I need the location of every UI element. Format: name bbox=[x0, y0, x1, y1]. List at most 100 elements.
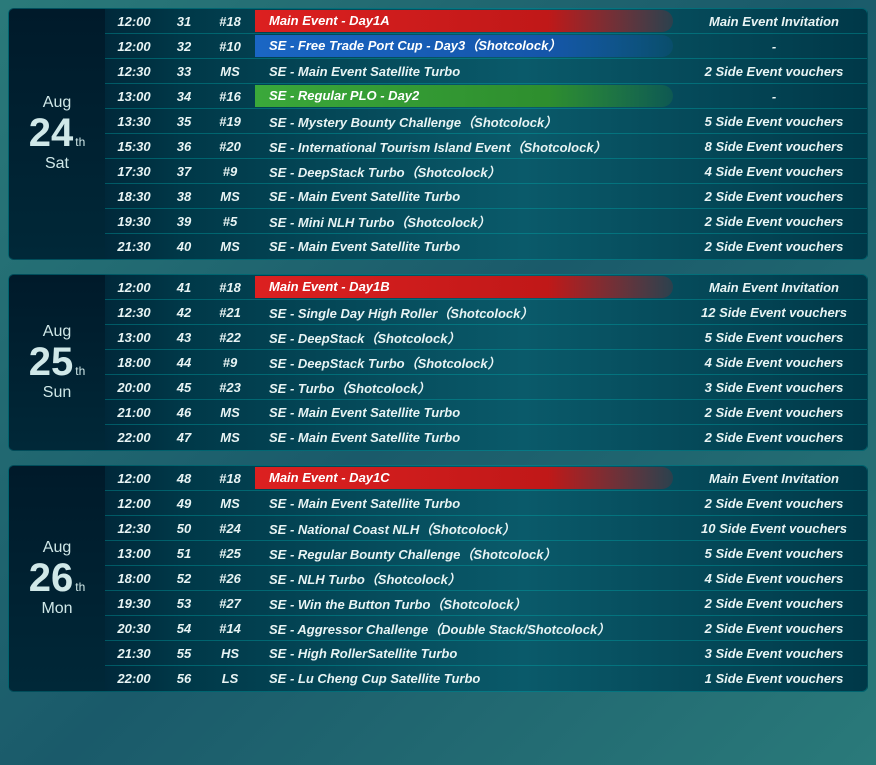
cell-event: SE - Main Event Satellite Turbo bbox=[255, 405, 681, 420]
schedule-row: 22:0047MSSE - Main Event Satellite Turbo… bbox=[105, 425, 867, 450]
cell-voucher: 4 Side Event vouchers bbox=[681, 164, 867, 179]
schedule-row: 12:3050#24SE - National Coast NLH（Shotco… bbox=[105, 516, 867, 541]
date-suffix: th bbox=[75, 581, 85, 593]
cell-seq: 33 bbox=[163, 64, 205, 79]
cell-voucher: 3 Side Event vouchers bbox=[681, 646, 867, 661]
cell-event: SE - Regular Bounty Challenge（Shotcolock… bbox=[255, 544, 681, 563]
cell-time: 12:00 bbox=[105, 496, 163, 511]
cell-time: 12:00 bbox=[105, 14, 163, 29]
date-column: Aug26thMon bbox=[9, 466, 105, 691]
schedule-row: 18:0052#26SE - NLH Turbo（Shotcolock）4 Si… bbox=[105, 566, 867, 591]
cell-seq: 50 bbox=[163, 521, 205, 536]
cell-time: 13:00 bbox=[105, 330, 163, 345]
cell-seq: 47 bbox=[163, 430, 205, 445]
cell-voucher: 2 Side Event vouchers bbox=[681, 214, 867, 229]
cell-time: 12:00 bbox=[105, 471, 163, 486]
schedule-row: 12:0048#18Main Event - Day1CMain Event I… bbox=[105, 466, 867, 491]
date-column: Aug24thSat bbox=[9, 9, 105, 259]
cell-time: 21:30 bbox=[105, 239, 163, 254]
date-suffix: th bbox=[75, 136, 85, 148]
cell-event: SE - Mini NLH Turbo（Shotcolock） bbox=[255, 212, 681, 231]
cell-time: 18:30 bbox=[105, 189, 163, 204]
cell-voucher: 4 Side Event vouchers bbox=[681, 355, 867, 370]
cell-tag: #23 bbox=[205, 380, 255, 395]
cell-event: SE - Mystery Bounty Challenge（Shotcolock… bbox=[255, 112, 681, 131]
schedule-row: 13:0043#22SE - DeepStack（Shotcolock）5 Si… bbox=[105, 325, 867, 350]
cell-voucher: 5 Side Event vouchers bbox=[681, 546, 867, 561]
cell-tag: MS bbox=[205, 64, 255, 79]
cell-time: 21:30 bbox=[105, 646, 163, 661]
cell-event: SE - Main Event Satellite Turbo bbox=[255, 189, 681, 204]
rows-column: 12:0031#18Main Event - Day1AMain Event I… bbox=[105, 9, 867, 259]
cell-tag: #9 bbox=[205, 355, 255, 370]
rows-column: 12:0041#18Main Event - Day1BMain Event I… bbox=[105, 275, 867, 450]
cell-voucher: 1 Side Event vouchers bbox=[681, 671, 867, 686]
cell-event: SE - NLH Turbo（Shotcolock） bbox=[255, 569, 681, 588]
cell-tag: MS bbox=[205, 189, 255, 204]
cell-voucher: Main Event Invitation bbox=[681, 471, 867, 486]
cell-time: 17:30 bbox=[105, 164, 163, 179]
cell-seq: 49 bbox=[163, 496, 205, 511]
cell-seq: 54 bbox=[163, 621, 205, 636]
cell-voucher: Main Event Invitation bbox=[681, 280, 867, 295]
cell-seq: 53 bbox=[163, 596, 205, 611]
cell-voucher: 2 Side Event vouchers bbox=[681, 430, 867, 445]
schedule-row: 13:0051#25SE - Regular Bounty Challenge（… bbox=[105, 541, 867, 566]
date-month: Aug bbox=[43, 95, 71, 111]
date-weekday: Mon bbox=[41, 600, 72, 618]
date-month: Aug bbox=[43, 324, 71, 340]
cell-event: Main Event - Day1A bbox=[255, 10, 673, 32]
cell-event: SE - DeepStack Turbo（Shotcolock） bbox=[255, 162, 681, 181]
cell-event: SE - International Tourism Island Event（… bbox=[255, 137, 681, 156]
date-column: Aug25thSun bbox=[9, 275, 105, 450]
cell-time: 12:30 bbox=[105, 305, 163, 320]
cell-seq: 42 bbox=[163, 305, 205, 320]
rows-column: 12:0048#18Main Event - Day1CMain Event I… bbox=[105, 466, 867, 691]
cell-tag: #19 bbox=[205, 114, 255, 129]
cell-event: SE - Main Event Satellite Turbo bbox=[255, 64, 681, 79]
cell-time: 18:00 bbox=[105, 355, 163, 370]
day-block: Aug25thSun12:0041#18Main Event - Day1BMa… bbox=[8, 274, 868, 451]
cell-seq: 35 bbox=[163, 114, 205, 129]
cell-tag: #14 bbox=[205, 621, 255, 636]
date-day-line: 24th bbox=[29, 113, 86, 153]
cell-seq: 52 bbox=[163, 571, 205, 586]
cell-tag: #20 bbox=[205, 139, 255, 154]
cell-tag: #16 bbox=[205, 89, 255, 104]
cell-event: SE - Free Trade Port Cup - Day3（Shotcolo… bbox=[255, 35, 673, 57]
cell-event: SE - DeepStack Turbo（Shotcolock） bbox=[255, 353, 681, 372]
cell-time: 13:30 bbox=[105, 114, 163, 129]
cell-tag: #5 bbox=[205, 214, 255, 229]
schedule-row: 17:3037#9SE - DeepStack Turbo（Shotcolock… bbox=[105, 159, 867, 184]
cell-tag: #21 bbox=[205, 305, 255, 320]
cell-time: 19:30 bbox=[105, 214, 163, 229]
cell-tag: #24 bbox=[205, 521, 255, 536]
cell-voucher: - bbox=[681, 89, 867, 104]
cell-time: 15:30 bbox=[105, 139, 163, 154]
schedule-row: 20:3054#14SE - Aggressor Challenge（Doubl… bbox=[105, 616, 867, 641]
cell-time: 12:00 bbox=[105, 280, 163, 295]
cell-event: SE - Lu Cheng Cup Satellite Turbo bbox=[255, 671, 681, 686]
cell-voucher: Main Event Invitation bbox=[681, 14, 867, 29]
cell-seq: 32 bbox=[163, 39, 205, 54]
cell-tag: LS bbox=[205, 671, 255, 686]
cell-event: SE - Aggressor Challenge（Double Stack/Sh… bbox=[255, 619, 681, 638]
schedule-row: 22:0056LSSE - Lu Cheng Cup Satellite Tur… bbox=[105, 666, 867, 691]
cell-event: SE - DeepStack（Shotcolock） bbox=[255, 328, 681, 347]
schedule-row: 21:3055HSSE - High RollerSatellite Turbo… bbox=[105, 641, 867, 666]
cell-seq: 46 bbox=[163, 405, 205, 420]
cell-time: 19:30 bbox=[105, 596, 163, 611]
cell-tag: #27 bbox=[205, 596, 255, 611]
cell-voucher: 8 Side Event vouchers bbox=[681, 139, 867, 154]
schedule-row: 21:3040MSSE - Main Event Satellite Turbo… bbox=[105, 234, 867, 259]
cell-voucher: 3 Side Event vouchers bbox=[681, 380, 867, 395]
cell-voucher: 10 Side Event vouchers bbox=[681, 521, 867, 536]
cell-time: 18:00 bbox=[105, 571, 163, 586]
date-day: 26 bbox=[29, 558, 74, 598]
cell-voucher: 4 Side Event vouchers bbox=[681, 571, 867, 586]
date-day: 25 bbox=[29, 342, 74, 382]
cell-voucher: 2 Side Event vouchers bbox=[681, 621, 867, 636]
schedule-row: 12:0049MSSE - Main Event Satellite Turbo… bbox=[105, 491, 867, 516]
cell-voucher: - bbox=[681, 39, 867, 54]
cell-tag: MS bbox=[205, 239, 255, 254]
